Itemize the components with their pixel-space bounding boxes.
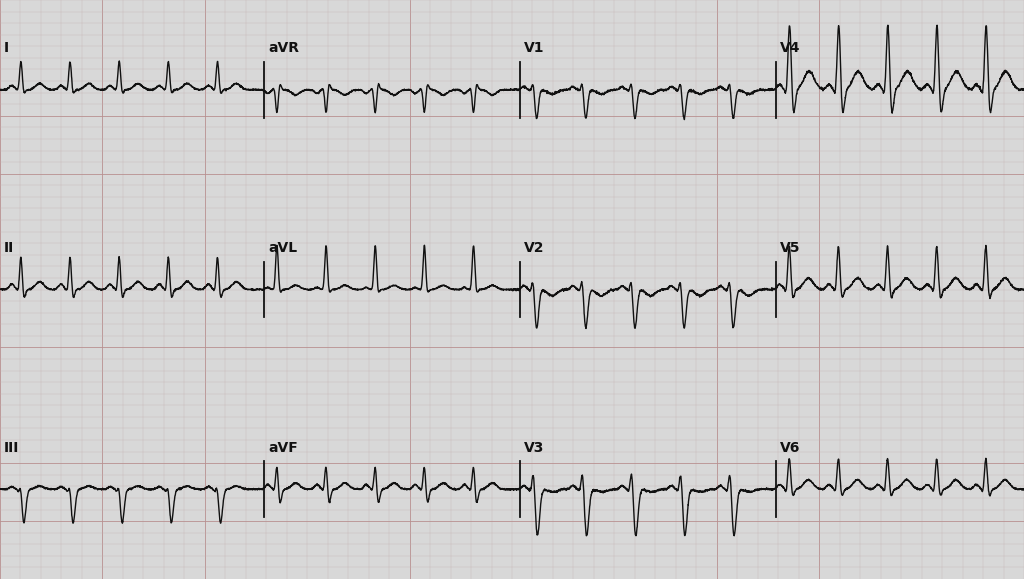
Text: II: II — [4, 241, 14, 255]
Text: V2: V2 — [524, 241, 545, 255]
Text: aVR: aVR — [268, 41, 299, 55]
Text: V6: V6 — [780, 441, 801, 455]
Text: III: III — [4, 441, 19, 455]
Text: aVL: aVL — [268, 241, 297, 255]
Text: I: I — [4, 41, 9, 55]
Text: aVF: aVF — [268, 441, 298, 455]
Text: V3: V3 — [524, 441, 545, 455]
Text: V1: V1 — [524, 41, 545, 55]
Text: V5: V5 — [780, 241, 801, 255]
Text: V4: V4 — [780, 41, 801, 55]
